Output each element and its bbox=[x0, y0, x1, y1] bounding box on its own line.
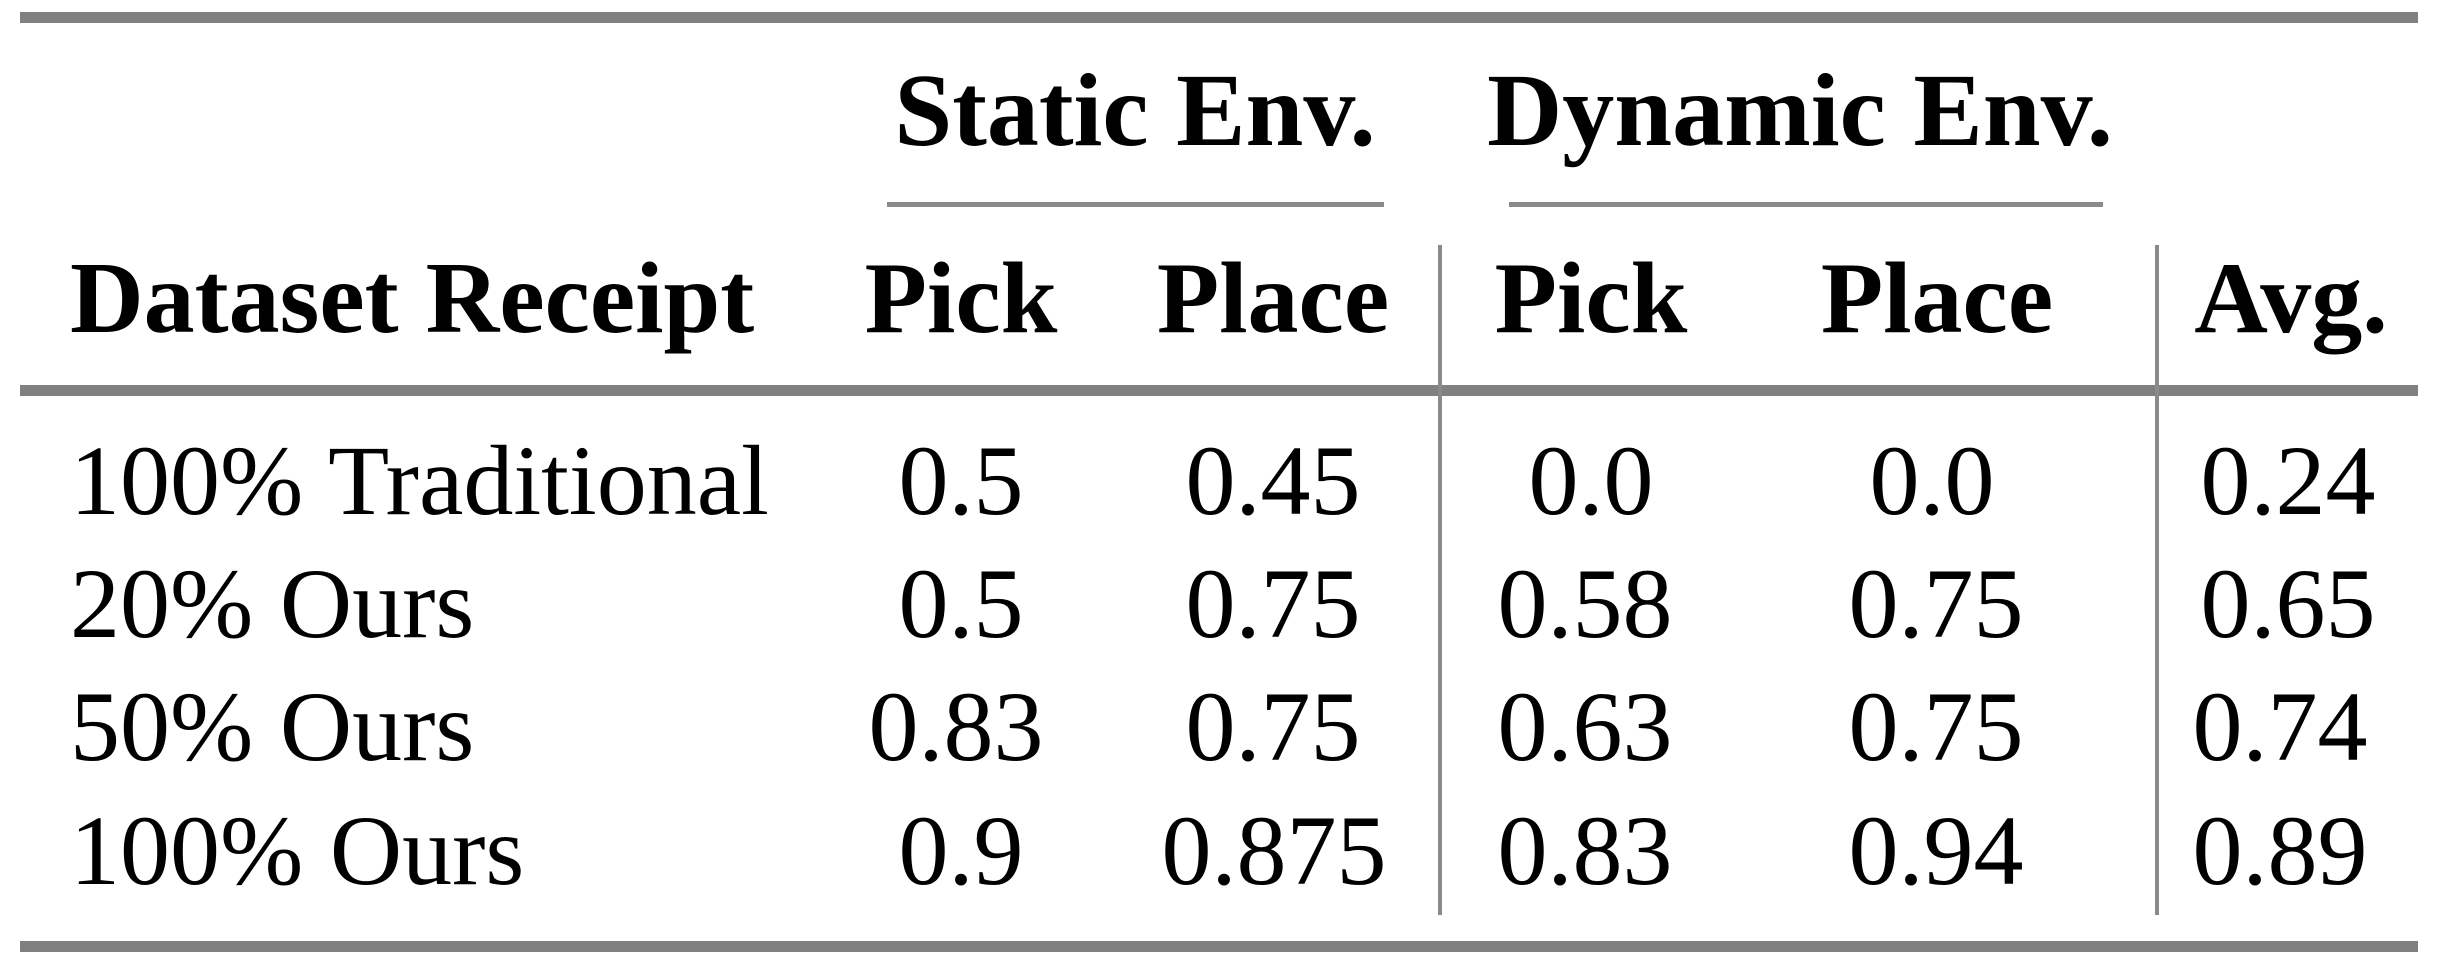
header-rule bbox=[20, 385, 2418, 396]
cell-r3-static-place: 0.75 bbox=[1185, 671, 1361, 782]
col-header-static-pick: Pick bbox=[864, 242, 1058, 355]
cell-r1-dynamic-pick: 0.0 bbox=[1528, 425, 1654, 536]
cell-r4-dynamic-place: 0.94 bbox=[1848, 795, 2024, 906]
cell-r3-static-pick: 0.83 bbox=[868, 671, 1044, 782]
col-header-avg: Avg. bbox=[2194, 242, 2388, 355]
cell-r2-static-place: 0.75 bbox=[1185, 548, 1361, 659]
bottom-rule bbox=[20, 941, 2418, 952]
cell-r2-dynamic-pick: 0.58 bbox=[1497, 548, 1673, 659]
cell-r3-dynamic-pick: 0.63 bbox=[1497, 671, 1673, 782]
cell-r2-dynamic-place: 0.75 bbox=[1848, 548, 2024, 659]
cell-r4-static-pick: 0.9 bbox=[898, 795, 1024, 906]
cell-r4-static-place: 0.875 bbox=[1161, 795, 1387, 906]
col-header-dynamic-pick: Pick bbox=[1494, 242, 1688, 355]
col-header-static-place: Place bbox=[1156, 242, 1390, 355]
row-label-100-ours: 100% Ours bbox=[70, 795, 525, 906]
dynamic-env-underline bbox=[1509, 202, 2103, 207]
static-env-underline bbox=[887, 202, 1384, 207]
cell-r1-static-place: 0.45 bbox=[1185, 425, 1361, 536]
col-group-static-env: Static Env. bbox=[894, 53, 1376, 168]
col-group-dynamic-env: Dynamic Env. bbox=[1487, 53, 2113, 168]
col-header-dataset-receipt: Dataset Receipt bbox=[70, 242, 755, 355]
cell-r1-avg: 0.24 bbox=[2200, 425, 2376, 536]
col-header-dynamic-place: Place bbox=[1820, 242, 2054, 355]
vertical-rule-left bbox=[1438, 245, 1442, 915]
row-label-50-ours: 50% Ours bbox=[70, 671, 475, 782]
cell-r3-dynamic-place: 0.75 bbox=[1848, 671, 2024, 782]
row-label-20-ours: 20% Ours bbox=[70, 548, 475, 659]
vertical-rule-right bbox=[2155, 245, 2159, 915]
cell-r3-avg: 0.74 bbox=[2192, 671, 2368, 782]
cell-r1-dynamic-place: 0.0 bbox=[1869, 425, 1995, 536]
cell-r4-dynamic-pick: 0.83 bbox=[1497, 795, 1673, 906]
cell-r1-static-pick: 0.5 bbox=[898, 425, 1024, 536]
cell-r2-static-pick: 0.5 bbox=[898, 548, 1024, 659]
top-rule bbox=[20, 12, 2418, 23]
cell-r4-avg: 0.89 bbox=[2192, 795, 2368, 906]
row-label-100-traditional: 100% Traditional bbox=[70, 425, 769, 536]
cell-r2-avg: 0.65 bbox=[2200, 548, 2376, 659]
